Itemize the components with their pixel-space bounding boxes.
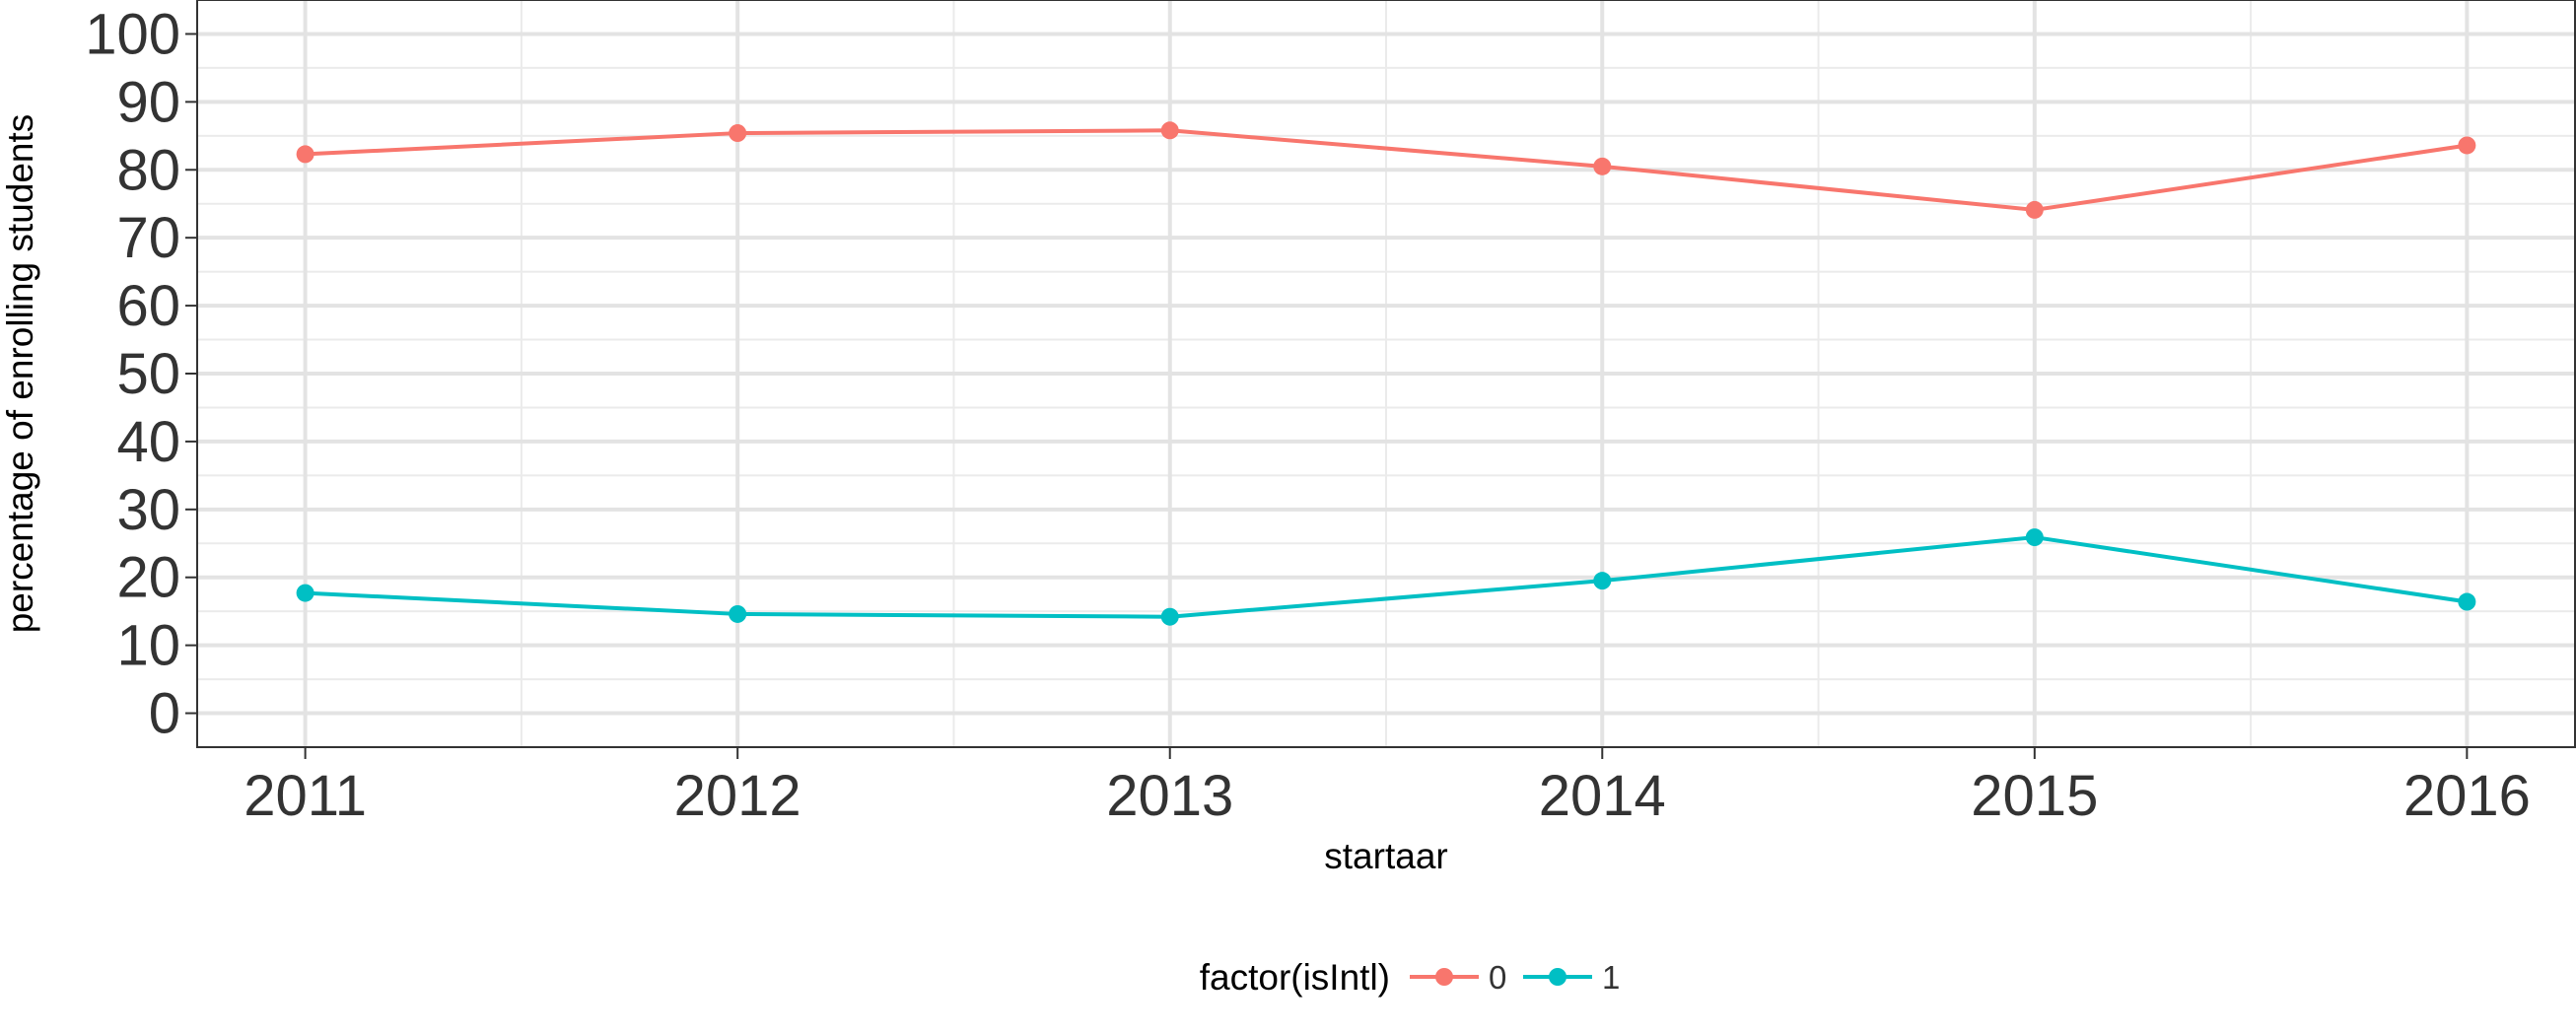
y-tick-label-10: 10 xyxy=(116,614,180,678)
legend-label-1: 1 xyxy=(1602,959,1620,996)
y-tick-label-70: 70 xyxy=(116,206,180,270)
x-tick-label-2011: 2011 xyxy=(244,764,367,828)
y-tick-label-80: 80 xyxy=(116,138,180,202)
legend-title: factor(isIntl) xyxy=(1200,957,1390,998)
x-axis-title: startaar xyxy=(1324,836,1447,876)
series-0-line xyxy=(305,128,2468,212)
series-1-point-2015 xyxy=(2025,528,2044,547)
legend-key-1-point xyxy=(1549,968,1566,986)
x-axis: 2011 2012 2013 2014 2015 2016 xyxy=(244,747,2531,828)
series-0-point-2014 xyxy=(1593,157,1612,175)
series-1-line xyxy=(305,535,2468,619)
y-tick-label-20: 20 xyxy=(116,546,180,610)
major-gridlines xyxy=(197,0,2575,747)
legend-key-0-point xyxy=(1435,968,1453,986)
series-0-point-2015 xyxy=(2025,200,2044,219)
series-1-point-2012 xyxy=(729,604,747,623)
x-tick-label-2014: 2014 xyxy=(1539,764,1666,828)
x-tick-label-2015: 2015 xyxy=(1971,764,2098,828)
series-0-point-2011 xyxy=(296,145,314,164)
series-1-point-2013 xyxy=(1160,607,1179,626)
y-tick-label-90: 90 xyxy=(116,70,180,134)
x-tick-label-2012: 2012 xyxy=(674,764,801,828)
series-1-point-2011 xyxy=(296,584,314,602)
y-tick-label-60: 60 xyxy=(116,274,180,338)
series-layer xyxy=(296,121,2476,626)
series-0-point-2012 xyxy=(729,124,747,143)
legend-label-0: 0 xyxy=(1489,959,1506,996)
y-tick-label-0: 0 xyxy=(149,682,180,746)
y-axis-title: percentage of enrolling students xyxy=(0,114,40,634)
series-0-point-2013 xyxy=(1160,121,1179,140)
y-tick-label-30: 30 xyxy=(116,478,180,542)
y-tick-label-100: 100 xyxy=(85,2,180,66)
x-tick-label-2013: 2013 xyxy=(1106,764,1233,828)
series-0-point-2016 xyxy=(2458,136,2476,155)
series-1-point-2016 xyxy=(2458,592,2476,611)
y-tick-label-50: 50 xyxy=(116,342,180,406)
y-tick-label-40: 40 xyxy=(116,410,180,474)
series-1-point-2014 xyxy=(1593,572,1612,590)
x-tick-label-2016: 2016 xyxy=(2403,764,2531,828)
